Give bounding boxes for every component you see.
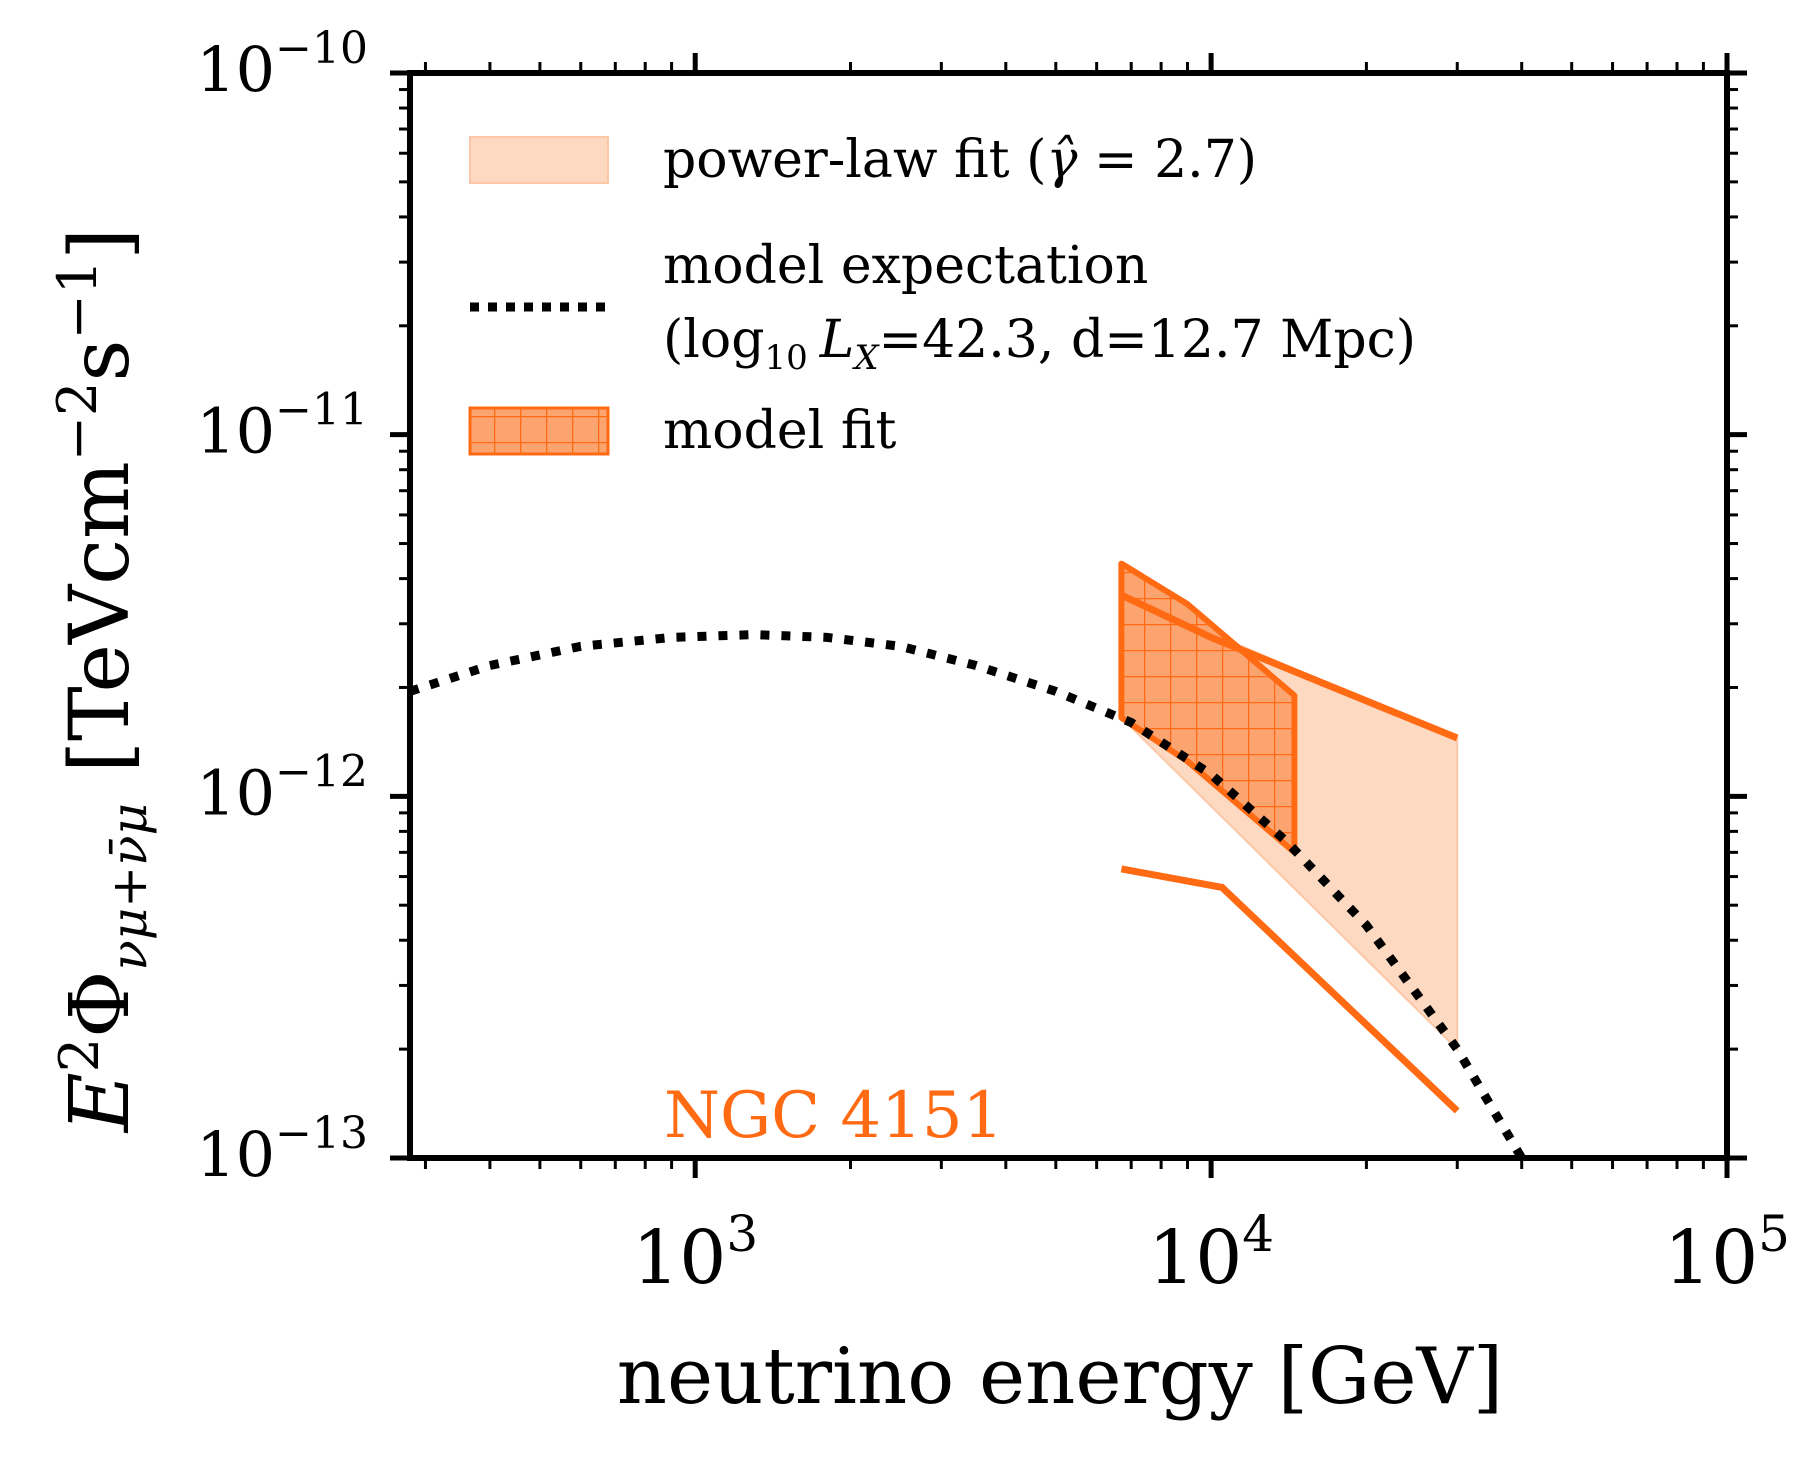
y-label-unit-exp1: −2 [46, 382, 109, 462]
y-tick-label-exp: −11 [275, 385, 368, 436]
legend-params-rest: =42.3, d=12.7 Mpc) [879, 310, 1417, 370]
x-tick-label: 103 [632, 1205, 758, 1301]
x-tick-label-base: 10 [632, 1215, 726, 1301]
legend-label-model-expectation-params: (log10 LX=42.3, d=12.7 Mpc) [663, 310, 1416, 378]
y-label-unit-exp2: −1 [46, 260, 109, 340]
legend-label-power-law-fit-after: = 2.7) [1077, 130, 1257, 190]
plot-area [390, 53, 1747, 1178]
plot-content [410, 560, 1526, 1158]
x-axis-label: neutrino energy [GeV] [617, 1332, 1504, 1422]
y-tick-label-base: 10 [196, 1118, 275, 1191]
y-tick-label-exp: −13 [275, 1108, 368, 1159]
x-tick-label: 105 [1664, 1205, 1790, 1301]
legend: power-law fit (γ̂ = 2.7) model expectati… [468, 130, 1416, 461]
x-tick-label: 104 [1148, 1205, 1274, 1301]
x-tick-label-exp: 4 [1242, 1205, 1274, 1263]
x-tick-label-exp: 5 [1758, 1205, 1790, 1263]
plot-frame [407, 70, 1730, 1161]
legend-swatch-model-fit-hatch [468, 406, 610, 456]
y-tick-label-base: 10 [196, 756, 275, 829]
y-tick-label: 10−10 [196, 23, 368, 106]
x-tick-label-base: 10 [1664, 1215, 1758, 1301]
legend-swatch-power-law-fit [469, 136, 609, 184]
power-law-fit-upper-edge [1119, 591, 1459, 742]
y-label-E-sup: 2 [48, 1038, 111, 1072]
legend-label-power-law-fit-before: power-law fit ( [663, 130, 1046, 190]
y-tick-label: 10−11 [196, 385, 368, 468]
legend-params-var: L [819, 310, 855, 370]
legend-params-open: (log [663, 310, 765, 370]
y-label-unit-open: [TeVcm [53, 461, 148, 773]
y-label-unit-close: ] [53, 228, 148, 260]
svg-text:E2Φνμ+ν̄μ[TeVcm−2s−1]: E2Φνμ+ν̄μ [TeVcm−2s−1] [46, 228, 158, 1134]
y-label-unit-mid: s [53, 340, 148, 382]
y-label-phi: Φ [53, 971, 148, 1038]
y-tick-label: 10−13 [196, 1108, 368, 1191]
source-annotation: NGC 4151 [664, 1079, 1003, 1153]
model-expectation-curve [410, 630, 1526, 1158]
x-tick-label-exp: 3 [726, 1205, 758, 1263]
x-tick-label-base: 10 [1148, 1215, 1242, 1301]
power-law-fit-lower-edge [1120, 865, 1460, 1114]
y-tick-label-base: 10 [196, 33, 275, 106]
legend-label-power-law-fit: power-law fit (γ̂ = 2.7) [663, 130, 1257, 190]
y-tick-label-base: 10 [196, 395, 275, 468]
y-tick-label-exp: −12 [275, 746, 368, 797]
legend-params-log-sub: 10 [765, 338, 808, 378]
y-tick-label: 10−12 [196, 746, 368, 829]
y-label-phi-sub: νμ+ν̄μ [100, 803, 158, 971]
legend-label-model-fit: model fit [663, 401, 897, 461]
y-tick-label-exp: −10 [275, 23, 368, 74]
legend-label-gamma-hat: γ̂ [1046, 130, 1078, 190]
legend-params-var-sub: X [851, 338, 880, 378]
y-label-E: E [53, 1072, 148, 1134]
legend-label-model-expectation: model expectation [663, 236, 1148, 296]
y-axis-label: E2Φνμ+ν̄μ [TeVcm−2s−1] [46, 228, 158, 1134]
